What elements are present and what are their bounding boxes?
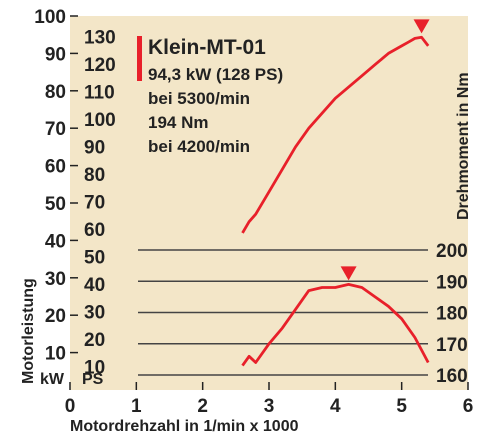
annotation-power-rpm: bei 5300/min xyxy=(148,89,250,108)
y-left-kw-tick-label-6: 70 xyxy=(45,119,66,140)
y-left-kw-tick-label-9: 100 xyxy=(34,7,66,28)
plot-background xyxy=(70,16,468,390)
y-left-ps-tick-label-0: 10 xyxy=(84,358,105,379)
ps-unit-label: PS xyxy=(82,371,104,388)
x-tick-label-4: 4 xyxy=(330,396,341,417)
y-left-kw-tick-label-0: 10 xyxy=(45,344,66,365)
y-left-ps-tick-label-2: 30 xyxy=(84,303,105,324)
power-curve xyxy=(241,35,430,234)
y-left-ps-tick-label-4: 50 xyxy=(84,248,105,269)
y-left-ps-tick-label-10: 110 xyxy=(84,83,115,104)
power-peak-marker xyxy=(413,19,430,34)
y-left-ps-tick-label-9: 100 xyxy=(84,110,116,131)
y-left-ps-tick-label-5: 60 xyxy=(84,220,105,241)
x-tick-label-6: 6 xyxy=(463,396,474,417)
y-left-kw-tick-label-1: 20 xyxy=(45,306,66,327)
y-left-axis-title: Motorleistung xyxy=(20,278,37,384)
y-left-ps-tick-label-7: 80 xyxy=(84,165,105,186)
y-left-kw-tick-label-7: 80 xyxy=(45,82,66,103)
y-left-kw-tick-label-8: 90 xyxy=(45,44,66,65)
y-right-tick-label-4: 200 xyxy=(436,241,468,262)
y-left-ps-tick-label-11: 120 xyxy=(84,55,116,76)
y-left-ps-tick-label-6: 70 xyxy=(84,193,105,214)
annotation-torque-rpm: bei 4200/min xyxy=(148,137,250,156)
kw-unit-label: kW xyxy=(40,371,65,388)
y-left-kw-tick-label-4: 50 xyxy=(45,194,66,215)
y-left-ps-tick-label-12: 130 xyxy=(84,28,116,49)
y-right-tick-label-2: 180 xyxy=(436,304,468,325)
x-tick-label-1: 1 xyxy=(131,396,142,417)
y-left-ps-tick-label-3: 40 xyxy=(84,275,105,296)
y-left-kw-tick-label-3: 40 xyxy=(45,231,66,252)
y-right-tick-label-0: 160 xyxy=(436,366,468,387)
y-left-kw-tick-label-5: 60 xyxy=(45,157,66,178)
y-right-tick-label-1: 170 xyxy=(436,335,468,356)
x-tick-label-3: 3 xyxy=(264,396,275,417)
title-accent-bar xyxy=(137,36,142,81)
y-left-ps-tick-label-8: 90 xyxy=(84,138,105,159)
x-tick-label-5: 5 xyxy=(396,396,407,417)
y-left-ps-tick-label-1: 20 xyxy=(84,330,105,351)
x-tick-label-0: 0 xyxy=(65,396,76,417)
x-tick-label-2: 2 xyxy=(197,396,208,417)
y-right-tick-label-3: 190 xyxy=(436,272,468,293)
annotation-torque: 194 Nm xyxy=(148,113,208,132)
torque-curve xyxy=(241,282,430,367)
chart-title: Klein-MT-01 xyxy=(148,36,266,59)
x-axis-title: Motordrehzahl in 1/min x 1000 xyxy=(70,418,299,435)
y-left-kw-tick-label-2: 30 xyxy=(45,269,66,290)
torque-peak-marker xyxy=(340,266,357,281)
y-right-axis-title: Drehmoment in Nm xyxy=(455,72,472,220)
annotation-power: 94,3 kW (128 PS) xyxy=(148,65,283,84)
